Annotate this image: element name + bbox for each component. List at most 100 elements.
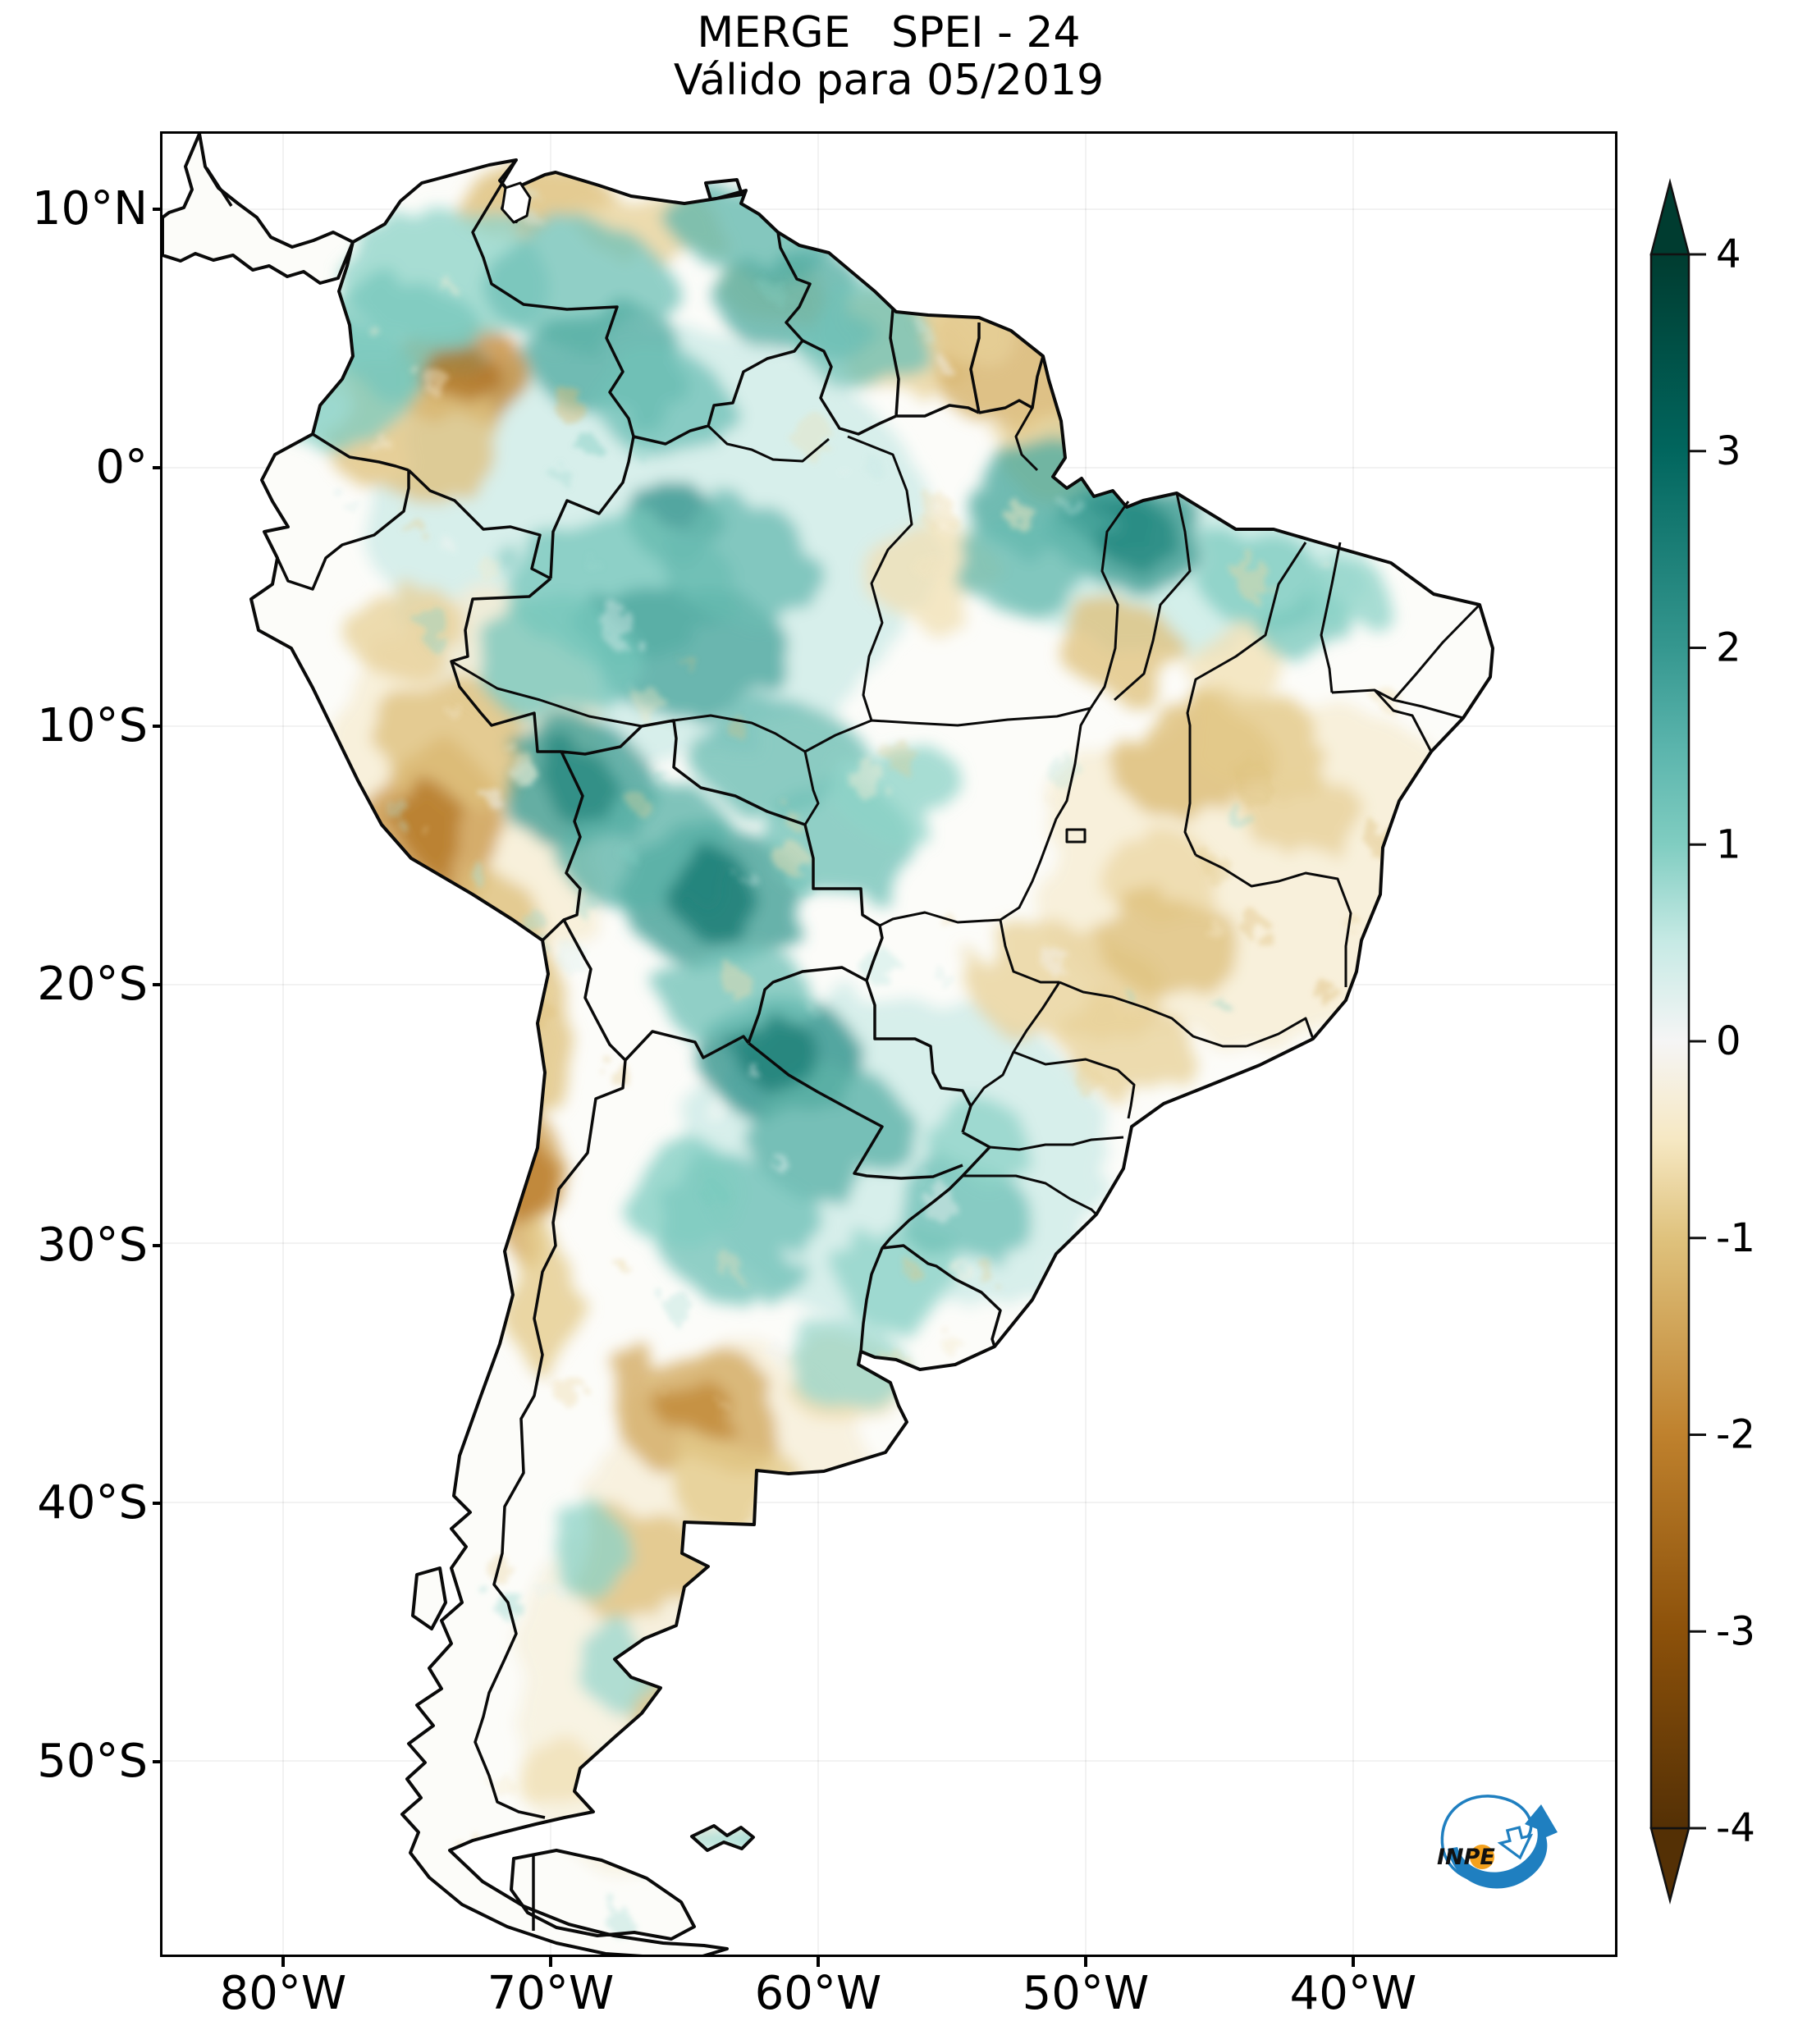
texture-speckle [1433,899,1444,911]
texture-speckle [358,1022,374,1038]
texture-speckle [644,1745,663,1767]
y-axis-tick-mark [153,208,162,211]
texture-speckle [1244,1339,1256,1353]
texture-speckle [885,1708,918,1731]
texture-speckle [275,1215,308,1239]
texture-speckle [256,289,277,313]
spei-anomaly-blob [1065,606,1180,696]
map-svg: INPE [162,134,1615,1955]
texture-speckle [425,830,435,839]
texture-speckle [767,1342,789,1362]
texture-speckle [1206,1876,1242,1905]
texture-speckle [1271,1294,1308,1333]
texture-speckle [763,282,790,303]
texture-speckle [1448,381,1460,394]
spei-anomaly-blob [614,1143,745,1241]
texture-speckle [796,412,831,460]
texture-speckle [1125,1552,1151,1568]
spei-anomaly-blob [493,938,567,1118]
spei-anomaly-blob [657,1379,731,1436]
texture-speckle [936,1460,968,1492]
texture-speckle [1240,913,1270,938]
logo-swoosh-up-arrow-icon [1448,1804,1558,1889]
texture-speckle [1423,301,1448,325]
texture-speckle [1111,294,1128,313]
x-axis-tick-mark [817,1957,820,1967]
texture-speckle [250,1112,285,1141]
texture-speckle [739,872,758,885]
texture-speckle [1440,784,1462,802]
texture-speckle [548,466,571,482]
texture-speckle [950,200,974,215]
texture-speckle [1398,1213,1407,1223]
texture-speckle [699,1178,725,1210]
texture-speckle [1197,1334,1221,1356]
texture-speckle [646,1377,658,1388]
y-axis-tick-label: 50°S [37,1735,148,1788]
texture-speckle [252,1932,264,1941]
spei-anomaly-blob [1098,893,1238,991]
texture-speckle [290,737,315,757]
texture-speckle [1236,557,1270,601]
texture-speckle [474,975,494,993]
texture-speckle [929,207,963,238]
texture-speckle [637,445,650,464]
texture-speckle [1347,917,1363,935]
texture-speckle [803,1507,836,1549]
texture-speckle [1011,1578,1023,1590]
spei-anomaly-blob [511,1742,602,1808]
texture-speckle [1463,1774,1479,1785]
texture-speckle [979,203,995,222]
y-axis-tick-mark [153,1760,162,1763]
colorbar-tick-label: -2 [1716,1412,1755,1458]
texture-speckle [606,1906,634,1938]
texture-speckle [885,162,915,203]
texture-speckle [1366,1471,1377,1480]
texture-speckle [883,739,915,774]
texture-speckle [937,359,950,374]
texture-speckle [441,537,455,554]
texture-speckle [807,1007,817,1014]
texture-speckle [345,1690,357,1698]
texture-speckle [1202,919,1221,937]
texture-speckle [791,1713,815,1732]
spei-anomaly-blob [1307,560,1389,626]
y-axis-tick-label: 0° [95,441,148,494]
texture-speckle [1178,266,1207,302]
texture-speckle [1407,1813,1428,1837]
texture-speckle [943,263,963,280]
spei-anomaly-blob [739,1022,821,1087]
texture-speckle [586,560,602,570]
spei-anomaly-blob [786,1319,901,1410]
texture-speckle [373,437,392,457]
texture-speckle [1184,1886,1214,1909]
texture-speckle [251,1347,262,1360]
texture-speckle [1366,1406,1397,1438]
texture-speckle [1287,1629,1303,1647]
texture-speckle [771,1157,793,1172]
texture-speckle [439,280,458,294]
texture-speckle [839,1873,853,1890]
figure-subtitle: Válido para 05/2019 [673,56,1105,105]
texture-speckle [716,1400,726,1409]
texture-speckle [922,1400,932,1412]
colorbar-tick-label: -1 [1716,1215,1755,1261]
spei-anomaly-blob [343,577,458,675]
colorbar-tick-label: -3 [1716,1608,1755,1654]
texture-speckle [363,1294,373,1306]
texture-speckle [1029,1304,1042,1319]
texture-speckle [1274,1642,1287,1658]
texture-speckle [508,1054,535,1089]
texture-speckle [1407,1767,1429,1795]
texture-speckle [1399,354,1419,371]
texture-speckle [339,495,359,509]
logo-down-arrow-icon [1497,1826,1534,1860]
texture-speckle [617,847,639,860]
y-axis-tick-label: 10°N [31,182,148,235]
texture-speckle [763,1506,798,1529]
texture-speckle [1369,1749,1384,1760]
texture-speckle [1215,1273,1250,1296]
texture-speckle [1383,430,1393,437]
texture-speckle [1275,1432,1289,1443]
logo-wordmark: INPE [1437,1845,1495,1870]
